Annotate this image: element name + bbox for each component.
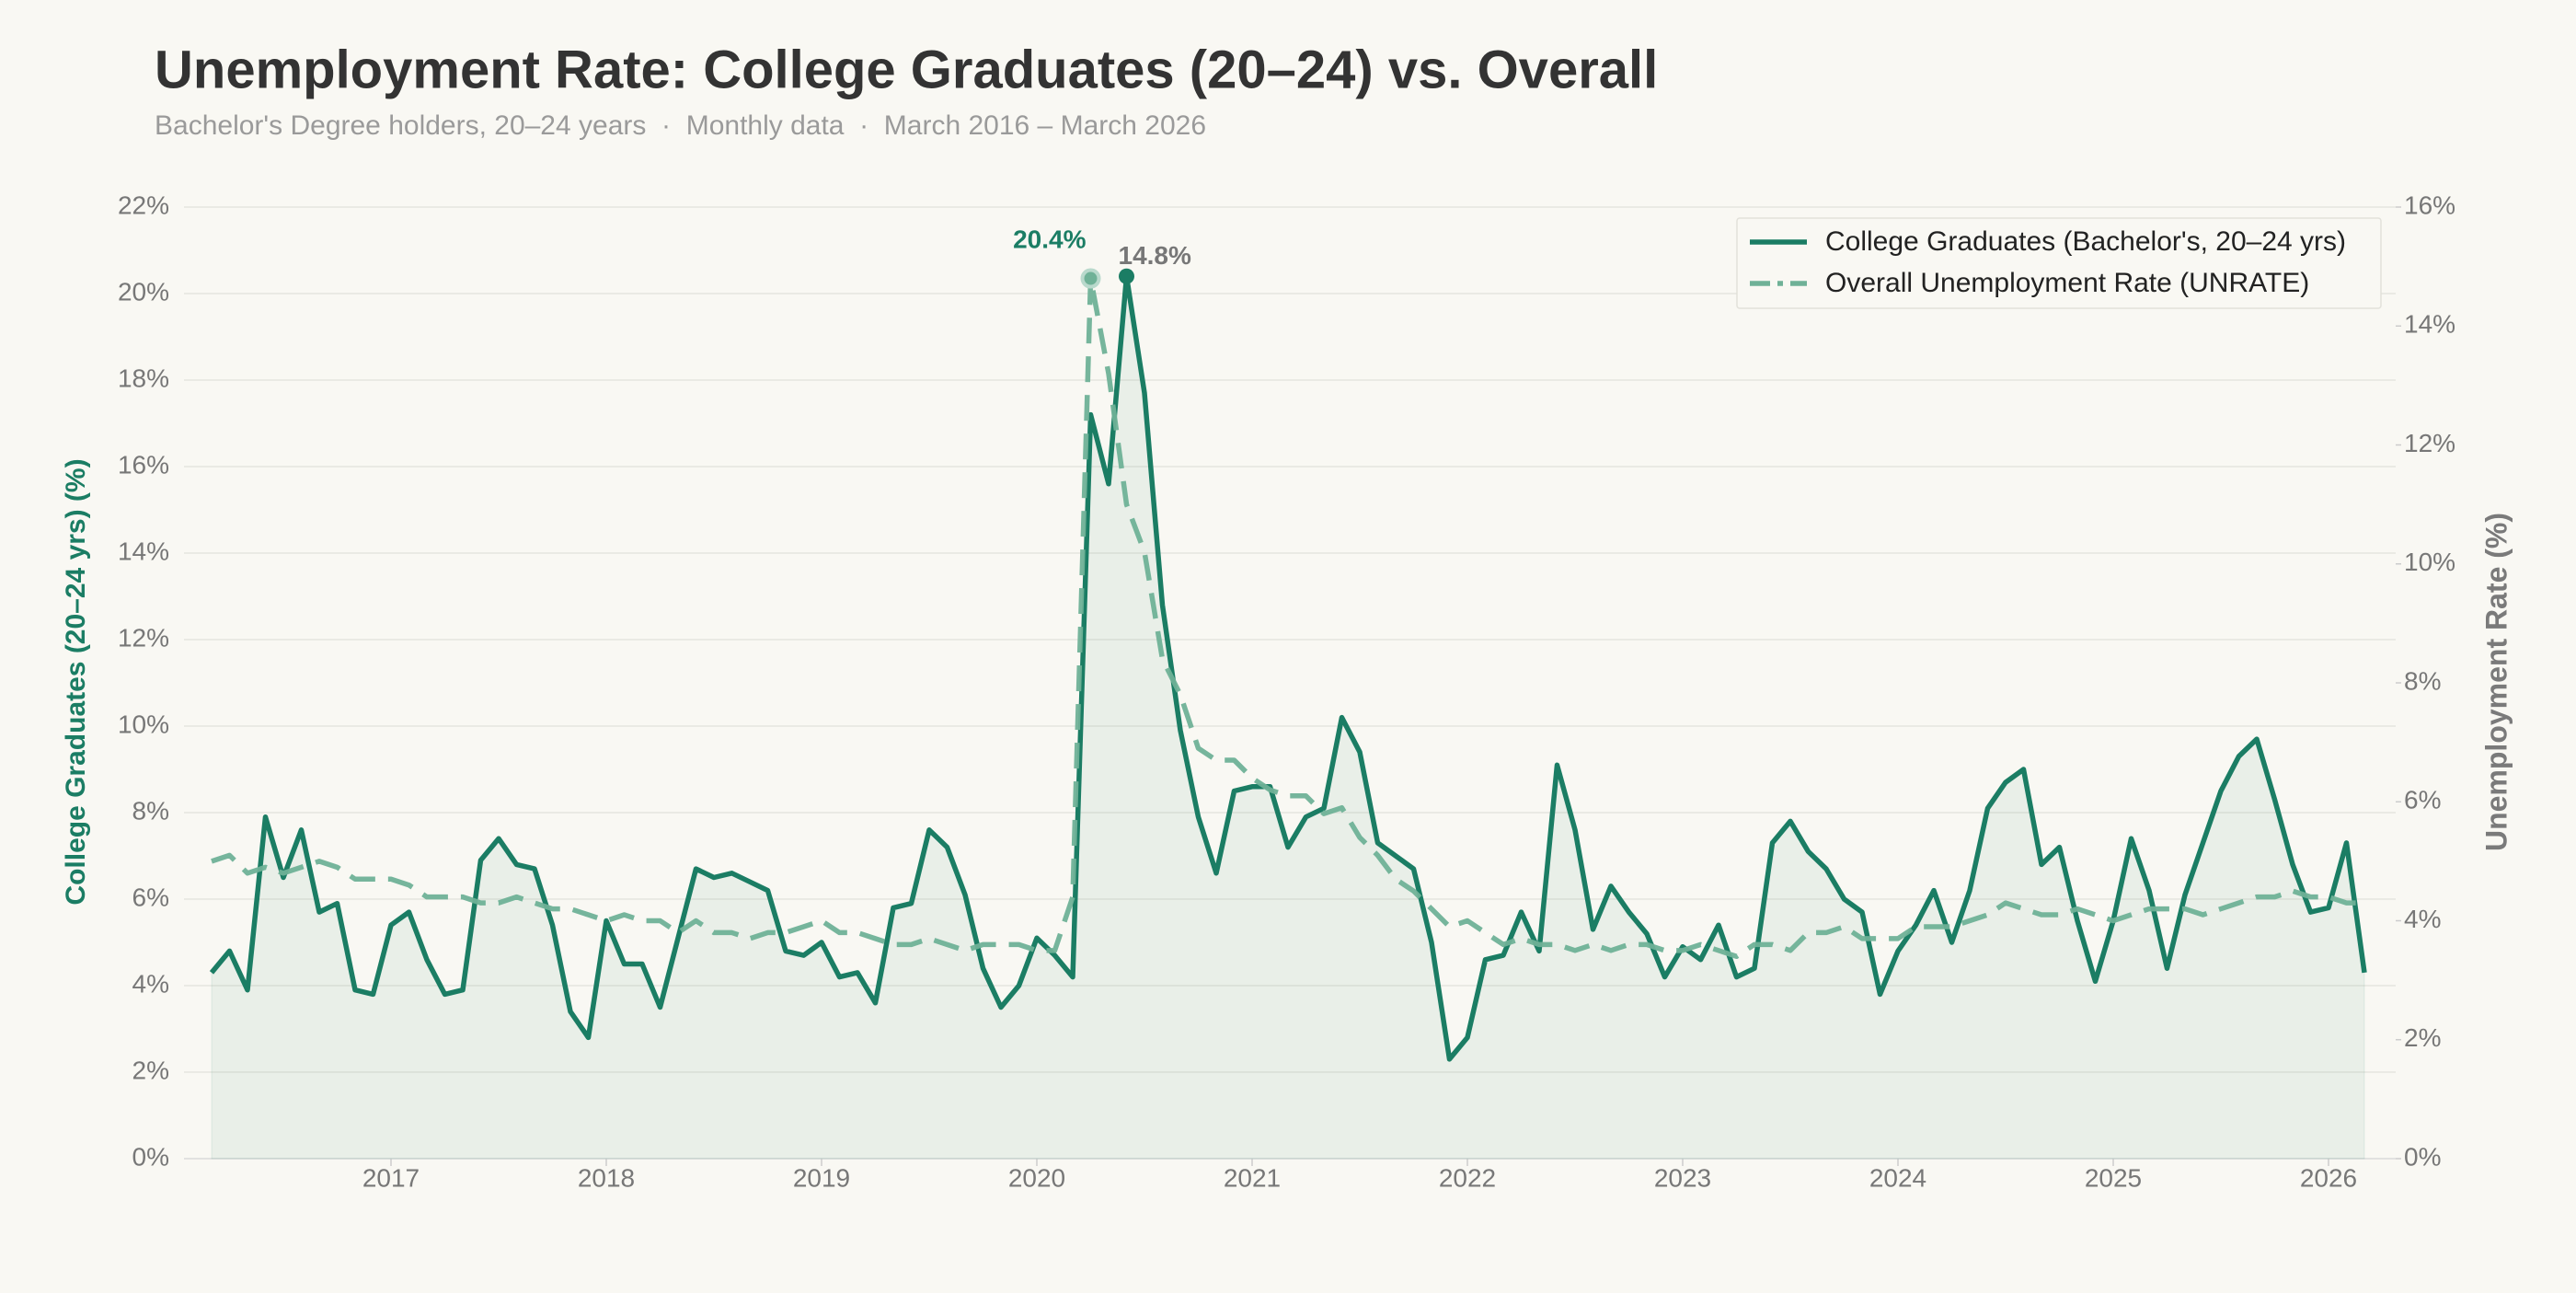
y-tick-label: 10% — [118, 710, 169, 738]
peak-marker — [1119, 268, 1134, 284]
y-tick-label: 4% — [132, 969, 169, 998]
x-tick-label: 2026 — [2300, 1163, 2357, 1192]
legend-label: Overall Unemployment Rate (UNRATE) — [1825, 268, 2309, 298]
y2-tick-label: 0% — [2404, 1142, 2441, 1171]
y2-tick-label: 12% — [2404, 429, 2455, 457]
x-tick-label: 2018 — [578, 1163, 635, 1192]
y2-tick-label: 14% — [2404, 310, 2455, 339]
x-tick-label: 2024 — [1869, 1163, 1926, 1192]
y-tick-label: 8% — [132, 796, 169, 825]
y2-tick-label: 10% — [2404, 548, 2455, 576]
y2-axis-title: Unemployment Rate (%) — [2479, 513, 2513, 851]
y2-tick-label: 4% — [2404, 905, 2441, 933]
peak-label: 20.4% — [1013, 225, 1086, 254]
y-axis-title: College Graduates (20–24 yrs) (%) — [61, 458, 91, 905]
y2-tick-label: 2% — [2404, 1023, 2441, 1052]
series-line — [211, 275, 2364, 960]
y-tick-label: 20% — [118, 277, 169, 306]
x-tick-label: 2022 — [1439, 1163, 1496, 1192]
y2-tick-label: 8% — [2404, 666, 2441, 695]
y-tick-label: 6% — [132, 883, 169, 911]
y-tick-label: 12% — [118, 623, 169, 652]
y2-tick-label: 16% — [2404, 190, 2455, 219]
x-tick-label: 2023 — [1654, 1163, 1711, 1192]
y-tick-label: 18% — [118, 364, 169, 392]
y-tick-label: 16% — [118, 450, 169, 479]
series-line — [209, 273, 2367, 1062]
chart-title: Unemployment Rate: College Graduates (20… — [155, 40, 1658, 99]
legend-label: College Graduates (Bachelor's, 20–24 yrs… — [1825, 226, 2346, 257]
peak-marker — [1080, 268, 1101, 289]
y-tick-label: 22% — [118, 190, 169, 219]
x-tick-label: 2017 — [362, 1163, 420, 1192]
x-tick-label: 2019 — [793, 1163, 850, 1192]
y-tick-label: 14% — [118, 537, 169, 565]
legend-box — [1736, 217, 2382, 309]
y-tick-label: 0% — [132, 1142, 169, 1171]
chart-subtitle: Bachelor's Degree holders, 20–24 years ·… — [155, 110, 1206, 141]
x-tick-label: 2020 — [1008, 1163, 1065, 1192]
y2-tick-label: 6% — [2404, 786, 2441, 814]
y-tick-label: 2% — [132, 1056, 169, 1084]
x-tick-label: 2021 — [1224, 1163, 1281, 1192]
x-tick-label: 2025 — [2085, 1163, 2142, 1192]
peak-label: 14.8% — [1119, 241, 1191, 270]
